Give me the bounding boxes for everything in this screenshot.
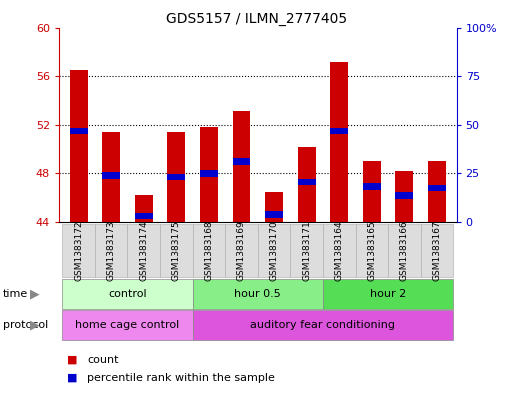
Text: hour 0.5: hour 0.5 bbox=[234, 289, 281, 299]
Bar bbox=[70, 127, 88, 134]
Text: GSM1383169: GSM1383169 bbox=[237, 220, 246, 281]
Text: ■: ■ bbox=[67, 373, 77, 383]
Text: GSM1383173: GSM1383173 bbox=[107, 220, 115, 281]
Bar bbox=[102, 173, 120, 179]
Bar bbox=[330, 127, 348, 134]
Text: protocol: protocol bbox=[3, 320, 48, 330]
Text: ▶: ▶ bbox=[30, 319, 40, 332]
Text: GSM1383172: GSM1383172 bbox=[74, 220, 83, 281]
Text: GSM1383171: GSM1383171 bbox=[302, 220, 311, 281]
Text: hour 2: hour 2 bbox=[370, 289, 406, 299]
Bar bbox=[200, 127, 218, 222]
Bar bbox=[428, 161, 446, 222]
Text: time: time bbox=[3, 289, 28, 299]
Text: GDS5157 / ILMN_2777405: GDS5157 / ILMN_2777405 bbox=[166, 12, 347, 26]
Bar bbox=[428, 185, 446, 191]
Text: GSM1383167: GSM1383167 bbox=[432, 220, 442, 281]
Bar bbox=[232, 158, 250, 165]
Bar bbox=[396, 192, 413, 198]
Text: home cage control: home cage control bbox=[75, 320, 180, 330]
Text: GSM1383170: GSM1383170 bbox=[269, 220, 279, 281]
Text: ▶: ▶ bbox=[30, 287, 40, 300]
Text: auditory fear conditioning: auditory fear conditioning bbox=[250, 320, 396, 330]
Bar bbox=[363, 184, 381, 190]
Text: control: control bbox=[108, 289, 147, 299]
Text: GSM1383174: GSM1383174 bbox=[139, 220, 148, 281]
Bar bbox=[298, 147, 315, 222]
Text: GSM1383164: GSM1383164 bbox=[335, 220, 344, 281]
Bar bbox=[363, 161, 381, 222]
Bar bbox=[265, 211, 283, 218]
Text: percentile rank within the sample: percentile rank within the sample bbox=[87, 373, 275, 383]
Bar bbox=[298, 178, 315, 185]
Bar bbox=[167, 174, 185, 180]
Bar bbox=[265, 192, 283, 222]
Text: count: count bbox=[87, 354, 119, 365]
Bar bbox=[70, 70, 88, 222]
Text: GSM1383175: GSM1383175 bbox=[172, 220, 181, 281]
Bar bbox=[232, 111, 250, 222]
Text: GSM1383166: GSM1383166 bbox=[400, 220, 409, 281]
Bar bbox=[167, 132, 185, 222]
Bar bbox=[200, 170, 218, 177]
Bar bbox=[135, 213, 153, 219]
Bar bbox=[135, 195, 153, 222]
Bar bbox=[330, 62, 348, 222]
Text: GSM1383165: GSM1383165 bbox=[367, 220, 377, 281]
Text: GSM1383168: GSM1383168 bbox=[204, 220, 213, 281]
Bar bbox=[396, 171, 413, 222]
Text: ■: ■ bbox=[67, 354, 77, 365]
Bar bbox=[102, 132, 120, 222]
